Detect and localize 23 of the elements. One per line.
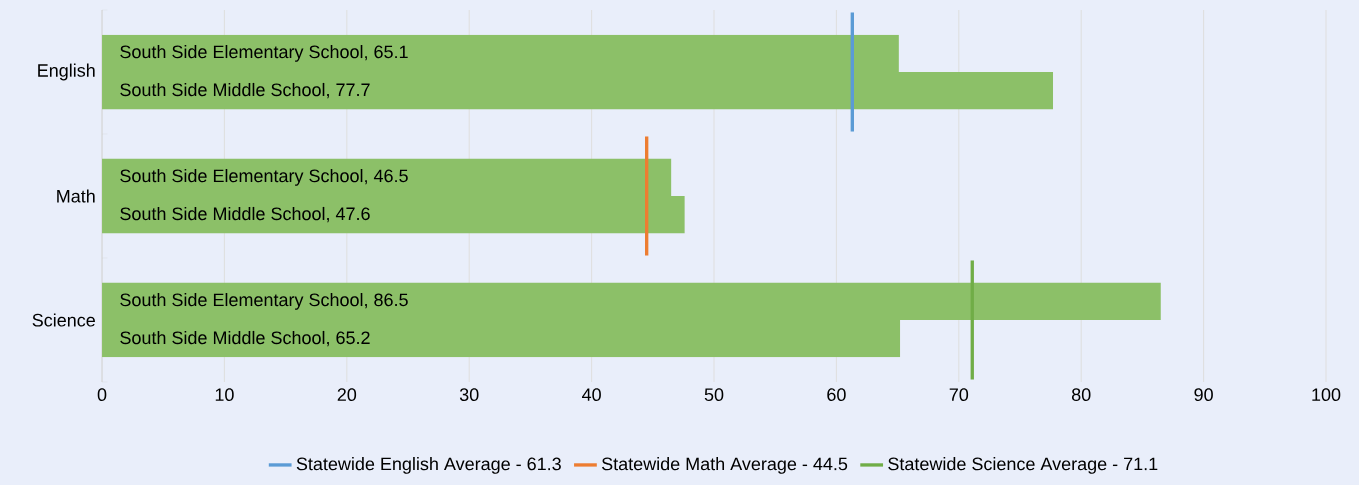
x-tick-label: 70 [949,388,969,401]
x-tick-label: 20 [337,388,357,401]
x-tick-label: 90 [1194,388,1213,401]
data-label: South Side Middle School, 65.2 [120,330,370,347]
x-tick-label: 40 [582,388,601,401]
data-label: South Side Middle School, 47.6 [120,206,370,223]
x-tick-label: 100 [1312,388,1341,401]
x-tick-label: 60 [827,388,846,401]
y-tick-label: Math [57,189,95,203]
x-tick-label: 30 [459,388,479,401]
x-tick-label: 80 [1071,388,1091,401]
y-tick-label: English [38,63,95,81]
y-tick-label: Science [32,313,95,327]
x-tick-label: 10 [215,388,234,401]
x-tick-label: 50 [704,388,724,401]
data-label: South Side Elementary School, 65.1 [120,45,408,62]
legend-label: Statewide English Average - 61.3 [296,457,561,474]
legend-label: Statewide Math Average - 44.5 [601,457,848,474]
data-label: South Side Elementary School, 46.5 [120,169,408,186]
x-tick-label: 0 [97,388,107,401]
data-label: South Side Middle School, 77.7 [120,82,370,99]
legend-label: Statewide Science Average - 71.1 [888,457,1158,474]
data-label: South Side Elementary School, 86.5 [120,293,408,310]
